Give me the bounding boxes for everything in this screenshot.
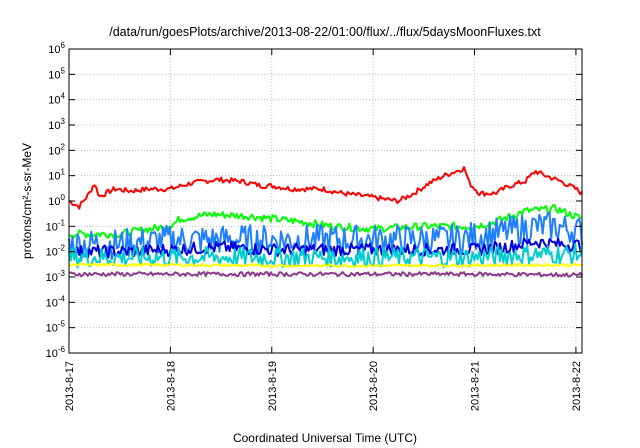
series-line [68,262,583,268]
y-tick-label: 10-2 [46,244,66,259]
series-line [68,211,583,261]
series-line [68,237,583,259]
y-tick-label: 10-6 [46,345,66,360]
y-tick-label: 100 [48,193,65,208]
x-axis-label: Coordinated Universal Time (UTC) [233,431,417,445]
series-line [68,166,583,210]
x-tick-label: 2013-8-17 [64,361,76,411]
y-tick-label: 10-5 [46,320,66,335]
y-tick-label: 10-4 [46,294,66,309]
x-tick-label: 2013-8-22 [571,361,583,411]
grid [68,48,582,354]
y-axis: 106 105 104 103 102 101 100 10-1 10-2 10-3 10-4 10-… [46,41,582,360]
y-tick-label: 101 [48,168,65,183]
x-axis: 2013-8-17 2013-8-18 2013-8-19 2013-8-20 2013… [64,49,583,411]
series-line [68,271,583,278]
y-tick-label: 103 [48,117,65,132]
y-tick-label: 106 [48,41,65,56]
x-tick-label: 2013-8-19 [267,361,279,411]
y-tick-label: 102 [48,142,65,157]
plot-frame [68,48,583,354]
y-axis-label: protons/cm²-s-sr-MeV [20,143,34,259]
y-tick-label: 10-1 [46,218,66,233]
x-tick-label: 2013-8-21 [470,361,482,411]
y-tick-label: 105 [48,66,65,81]
x-tick-label: 2013-8-18 [165,361,177,411]
y-tick-label: 10-3 [46,269,66,284]
series-layer [68,166,583,278]
chart-title: /data/run/goesPlots/archive/2013-08-22/0… [109,25,541,39]
y-tick-label: 104 [48,92,65,107]
x-tick-label: 2013-8-20 [368,361,380,411]
